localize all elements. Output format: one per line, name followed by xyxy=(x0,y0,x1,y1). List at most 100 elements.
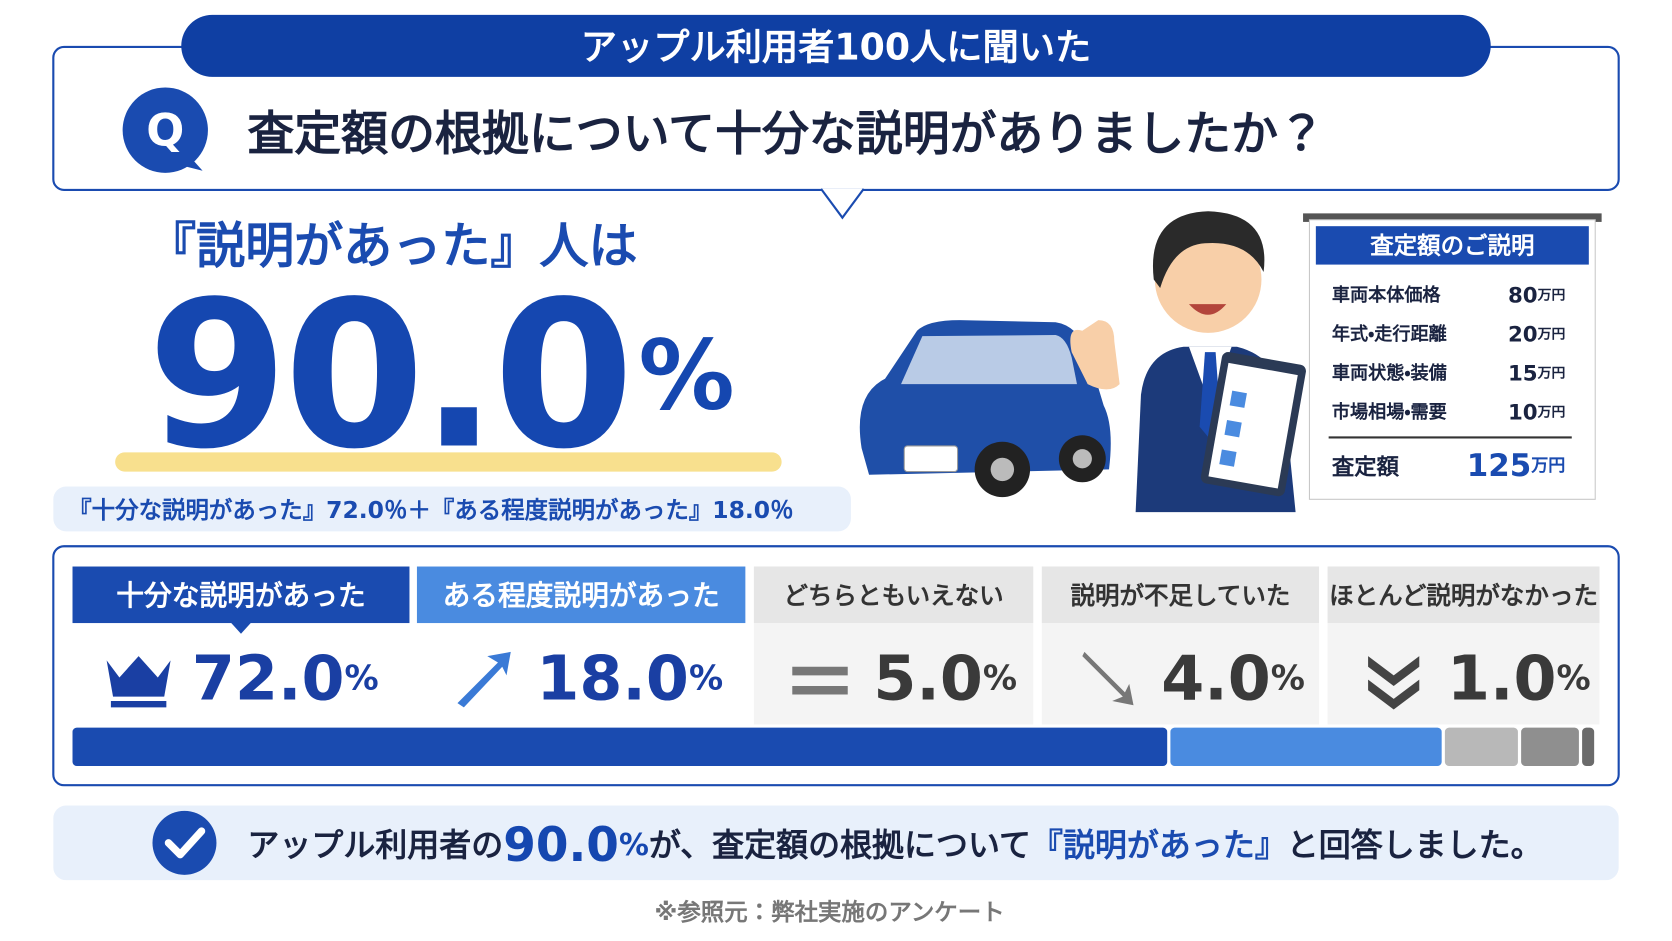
summary-part: と回答しました。 xyxy=(1287,826,1543,864)
board-row-label: 車両本体価格 xyxy=(1332,284,1442,306)
option-icon xyxy=(792,666,848,695)
option-icon xyxy=(106,656,171,708)
option-icon xyxy=(457,651,511,708)
summary-unit: % xyxy=(619,827,649,862)
person-hair xyxy=(1152,211,1265,289)
board-value: 80 xyxy=(1508,283,1538,308)
option-header xyxy=(1041,566,1320,624)
option-value: 72.0% xyxy=(192,643,379,715)
highlight-underline xyxy=(115,452,782,472)
check-item xyxy=(1229,390,1247,408)
summary-text: アップル利用者の90.0%が、査定額の根拠について『説明があった』と回答しました… xyxy=(247,817,1542,872)
bar-segment xyxy=(1170,727,1442,767)
board-unit: 万円 xyxy=(1537,326,1566,342)
board-rail xyxy=(1303,213,1602,222)
option-header xyxy=(72,566,410,624)
person-mouth xyxy=(1188,304,1227,315)
car-window xyxy=(901,335,1077,385)
board-total-value: 125万円 xyxy=(1467,448,1566,484)
option-label: どちらともいえない xyxy=(784,581,1004,610)
board-row-value: 80万円 xyxy=(1508,283,1565,308)
option-header xyxy=(416,566,746,624)
person-illustration xyxy=(1070,211,1306,513)
option-number: 18.0 xyxy=(536,643,689,715)
option-number: 72.0 xyxy=(192,643,345,715)
option-unit: % xyxy=(689,659,723,699)
board-unit: 万円 xyxy=(1537,288,1566,304)
option-header-pointer xyxy=(230,621,252,634)
board-total-number: 125 xyxy=(1467,448,1532,484)
board xyxy=(1308,219,1596,500)
breakdown-pill xyxy=(53,486,851,532)
summary-number: 90.0 xyxy=(503,817,619,872)
check-mark xyxy=(164,827,206,859)
banner-text: アップル利用者100人に聞いた xyxy=(581,25,1092,68)
summary-box xyxy=(53,805,1619,881)
breakdown: 『十分な説明があった』72.0％＋『ある程度説明があった』18.0％ xyxy=(68,496,793,524)
option-label: ある程度説明があった xyxy=(443,579,720,612)
bar-segment xyxy=(1444,727,1518,767)
option-number: 1.0 xyxy=(1447,643,1557,715)
option-number: 5.0 xyxy=(873,643,983,715)
board-row-label: 市場相場・需要 xyxy=(1332,401,1447,423)
option-label: 説明が不足していた xyxy=(1070,581,1290,610)
car-wheel-hub xyxy=(1072,449,1092,469)
person-hand xyxy=(1070,320,1120,390)
option-header xyxy=(753,566,1034,624)
headline-unit: % xyxy=(638,320,732,432)
option-icon xyxy=(1368,656,1420,710)
option-value: 1.0% xyxy=(1447,643,1591,715)
headline-value: 90.0% xyxy=(147,258,732,494)
source-note: ※参照元：弊社実施のアンケート xyxy=(655,898,1005,926)
car-plate xyxy=(903,445,959,473)
question: 査定額の根拠について十分な説明がありましたか？ xyxy=(247,107,1325,162)
board-value: 15 xyxy=(1508,361,1538,386)
board-row-value: 20万円 xyxy=(1508,322,1565,347)
board-row-value: 15万円 xyxy=(1508,361,1565,386)
summary-highlight: 『説明があった』 xyxy=(1031,826,1287,864)
board-title-band xyxy=(1315,226,1589,265)
check-item xyxy=(1219,449,1237,467)
board-value: 10 xyxy=(1508,400,1538,425)
bar-segment xyxy=(1521,727,1579,767)
bar-segment xyxy=(1582,727,1595,767)
board-unit: 万円 xyxy=(1530,456,1565,476)
option-unit: % xyxy=(1271,659,1305,699)
board-row-label: 車両状態・装備 xyxy=(1332,362,1447,384)
board-total-label: 査定額 xyxy=(1332,454,1400,480)
option-label: 十分な説明があった xyxy=(116,579,365,612)
board-row-value: 10万円 xyxy=(1508,400,1565,425)
board-value: 20 xyxy=(1508,322,1538,347)
car-wheel-hub xyxy=(990,457,1015,482)
board-unit: 万円 xyxy=(1537,404,1566,420)
option-number: 4.0 xyxy=(1161,643,1271,715)
option-value-bg xyxy=(1041,623,1320,725)
q-badge-text: Q xyxy=(146,104,184,157)
summary-part: が、査定額の根拠について xyxy=(649,826,1031,864)
board-row-label: 年式・走行距離 xyxy=(1332,323,1447,345)
car-illustration xyxy=(859,320,1111,498)
headline-lead: 『説明があった』人は xyxy=(147,216,637,274)
summary-part: アップル利用者の xyxy=(247,826,503,864)
option-unit: % xyxy=(983,659,1017,699)
q-badge xyxy=(122,87,208,173)
board-title: 査定額のご説明 xyxy=(1370,231,1534,259)
option-label: ほとんど説明がなかった xyxy=(1329,581,1598,610)
option-header xyxy=(1327,566,1600,624)
option-unit: % xyxy=(1557,659,1591,699)
option-value: 5.0% xyxy=(873,643,1017,715)
check-badge xyxy=(152,810,217,875)
option-value: 18.0% xyxy=(536,643,723,715)
option-value-bg xyxy=(1327,623,1600,725)
headline-number: 90.0 xyxy=(147,258,630,494)
banner xyxy=(181,14,1491,77)
option-value: 4.0% xyxy=(1161,643,1305,715)
check-item xyxy=(1224,420,1242,438)
bar-segment xyxy=(72,727,1168,767)
option-unit: % xyxy=(345,659,379,699)
person-head xyxy=(1154,226,1262,333)
question-tail xyxy=(820,188,865,220)
board-unit: 万円 xyxy=(1537,365,1566,381)
